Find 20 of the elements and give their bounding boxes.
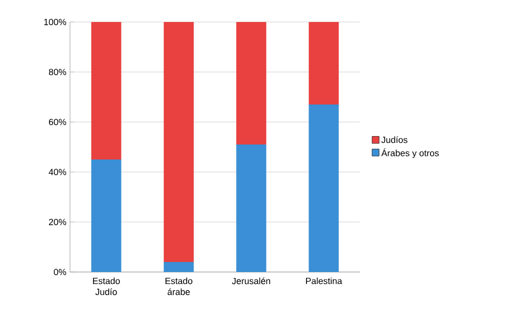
legend-label: Judíos: [381, 136, 408, 144]
y-tick-label: 20%: [48, 218, 66, 226]
y-tick-label: 60%: [48, 118, 66, 126]
x-tick-label: Estado Judío: [93, 278, 120, 296]
legend-label: Árabes y otros: [381, 148, 439, 158]
x-tick-label: Palestina: [306, 278, 342, 284]
y-tick-label: 40%: [48, 168, 66, 176]
bar: [164, 262, 194, 272]
x-tick-label: Estado árabe: [166, 278, 192, 296]
bar: [236, 144, 266, 272]
y-tick-label: 80%: [48, 68, 66, 76]
y-tick-label: 0%: [54, 268, 66, 276]
bar: [91, 160, 122, 272]
x-tick-label: Jerusalén: [232, 278, 270, 284]
bar: [91, 22, 122, 160]
bar: [164, 22, 194, 262]
bar: [308, 22, 339, 104]
bar: [236, 22, 266, 144]
bar: [308, 104, 339, 272]
y-tick-label: 100%: [44, 18, 66, 26]
